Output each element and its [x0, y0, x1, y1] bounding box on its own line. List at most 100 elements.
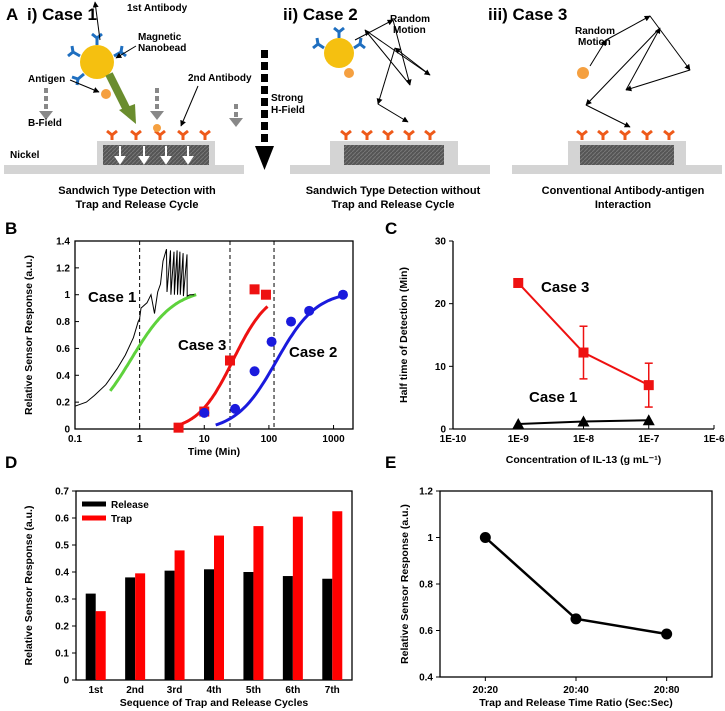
chart-b-case2-fit — [215, 294, 344, 427]
case1-diagram: 1st Antibody Magnetic Nanobead Antigen 2… — [4, 1, 252, 174]
label-motion-3: Motion — [578, 37, 611, 48]
caption-case1-line2: Trap and Release Cycle — [76, 199, 199, 211]
pointer-1st-antibody — [92, 1, 101, 41]
chart-c-annotation-case3: Case 3 — [541, 279, 589, 296]
chart-e-point — [661, 628, 673, 640]
chart-b-case3-point — [173, 422, 184, 433]
chart-c-xtick-label: 1E-7 — [638, 434, 660, 445]
chart-b-xtick-label: 0.1 — [68, 434, 82, 445]
nickel-substrate-1 — [4, 165, 244, 174]
chart-b-case2-point — [249, 366, 260, 377]
chart-c-case1-point — [577, 415, 590, 427]
chart-b-ylabel: Relative Sensor Response (a.u.) — [23, 255, 35, 415]
chart-d-xtick-label: 7th — [325, 685, 340, 696]
case2-diagram: Random Motion — [290, 14, 490, 174]
chart-b-case3-point — [260, 289, 271, 300]
chart-b-case2-point — [286, 316, 297, 327]
chart-c-ytick-label: 20 — [435, 299, 447, 310]
chart-b-case1-raw — [74, 248, 195, 407]
pointer-nanobead — [115, 45, 137, 59]
chart-d-xtick-label: 4th — [207, 685, 222, 696]
chart-d-xtick-label: 3rd — [167, 685, 183, 696]
chart-c-ylabel: Half time of Detection (Min) — [398, 267, 410, 403]
chart-d-xtick-label: 5th — [246, 685, 261, 696]
bound-antigen — [153, 124, 161, 132]
case2-title: ii) Case 2 — [283, 5, 358, 24]
chart-e-xtick-label: 20:80 — [654, 685, 680, 696]
chart-c: 0 10 20 30 1E-10 1E-9 1E-8 1E-7 1E-6 Case 3 Case 1… — [398, 237, 725, 467]
case1-title: i) Case 1 — [27, 5, 97, 24]
label-strong: Strong — [271, 93, 303, 104]
label-antigen: Antigen — [28, 74, 65, 85]
chart-c-xtick-label: 1E-9 — [508, 434, 530, 445]
label-bfield: B-Field — [28, 118, 62, 129]
chart-b-xtick-label: 1000 — [322, 434, 345, 445]
chart-d-ytick-label: 0.6 — [55, 514, 69, 525]
label-1st-antibody: 1st Antibody — [127, 3, 188, 14]
chart-e-ytick-label: 0.4 — [419, 673, 433, 684]
chart-b-annotation-case2: Case 2 — [289, 344, 337, 361]
chart-e-ytick-label: 0.8 — [419, 580, 433, 591]
chart-e-xtick-label: 20:20 — [473, 685, 499, 696]
caption-case3-line1: Conventional Antibody-antigen — [542, 185, 705, 197]
chart-e-point — [479, 532, 491, 543]
caption-case2-line2: Trap and Release Cycle — [332, 199, 455, 211]
trap-arrow — [105, 72, 131, 112]
chart-b-annotation-case1: Case 1 — [88, 289, 136, 306]
caption-case2-line1: Sandwich Type Detection without — [306, 185, 481, 197]
chart-d-bar-trap — [332, 511, 343, 680]
chart-b-ytick-label: 0.4 — [56, 371, 70, 382]
chart-b-ytick-label: 1 — [64, 290, 70, 301]
chart-d-bar-release — [85, 593, 96, 680]
label-motion-2: Motion — [393, 25, 426, 36]
chart-d-xlabel: Sequence of Trap and Release Cycles — [120, 697, 309, 709]
chart-d-bar-release — [164, 570, 175, 680]
chart-b-ytick-label: 0.8 — [56, 317, 70, 328]
chart-b-case2-point — [230, 403, 241, 414]
label-nickel: Nickel — [10, 150, 40, 161]
caption-case1-line1: Sandwich Type Detection with — [58, 185, 216, 197]
chart-b-ytick-label: 0.2 — [56, 398, 70, 409]
chart-d-ytick-label: 0 — [63, 676, 69, 687]
chart-c-ytick-label: 10 — [435, 362, 447, 373]
panel-e-letter: E — [385, 453, 396, 472]
chart-b-case3-point — [249, 284, 260, 295]
chart-d-xtick-label: 2nd — [126, 685, 144, 696]
chart-d-ytick-label: 0.7 — [55, 487, 69, 498]
chart-c-case1-point — [642, 414, 655, 426]
chart-c-xtick-label: 1E-6 — [703, 434, 725, 445]
chart-e-xtick-label: 20:40 — [563, 685, 589, 696]
chart-d-bar-release — [125, 577, 136, 680]
chart-d-bar-trap — [253, 526, 264, 680]
chart-b-xtick-label: 10 — [199, 434, 211, 445]
chart-c-case3-point — [643, 380, 654, 391]
chart-c-annotation-case1: Case 1 — [529, 389, 577, 406]
trap-arrow-head — [119, 104, 136, 124]
internal-field-arrows — [114, 146, 194, 165]
chart-e-ytick-label: 1 — [427, 533, 433, 544]
chart-b-case2-point — [304, 305, 315, 316]
chart-d-ytick-label: 0.1 — [55, 649, 69, 660]
panel-a: A i) Case 1 ii) Case 2 iii) Case 3 — [4, 1, 722, 211]
case3-diagram: Random Motion — [512, 15, 722, 174]
capture-antibodies-1 — [106, 129, 211, 140]
chart-c-xtick-label: 1E-10 — [440, 434, 467, 445]
h-field-arrow — [255, 50, 274, 170]
nanobead-icon — [80, 45, 114, 79]
chart-d-bar-release — [322, 578, 333, 680]
chart-b-annotation-case3: Case 3 — [178, 337, 226, 354]
pointer-2nd-antibody — [180, 85, 199, 127]
chart-c-xlabel: Concentration of IL-13 (g mL⁻¹) — [506, 454, 661, 466]
chart-b-case1-fit — [108, 293, 197, 392]
chart-d-bar-trap — [95, 611, 106, 680]
chart-b-xlabel: Time (Min) — [188, 446, 240, 458]
chart-c-case3-point — [513, 277, 524, 288]
chart-d-bar-trap — [174, 550, 185, 680]
chart-c-case1-point — [512, 417, 525, 429]
chart-d-xtick-label: 6th — [285, 685, 300, 696]
chart-b-xtick-label: 1 — [137, 434, 143, 445]
panel-d-letter: D — [5, 453, 17, 472]
chart-b-ytick-label: 0 — [64, 425, 70, 436]
label-2nd-antibody: 2nd Antibody — [188, 73, 252, 84]
